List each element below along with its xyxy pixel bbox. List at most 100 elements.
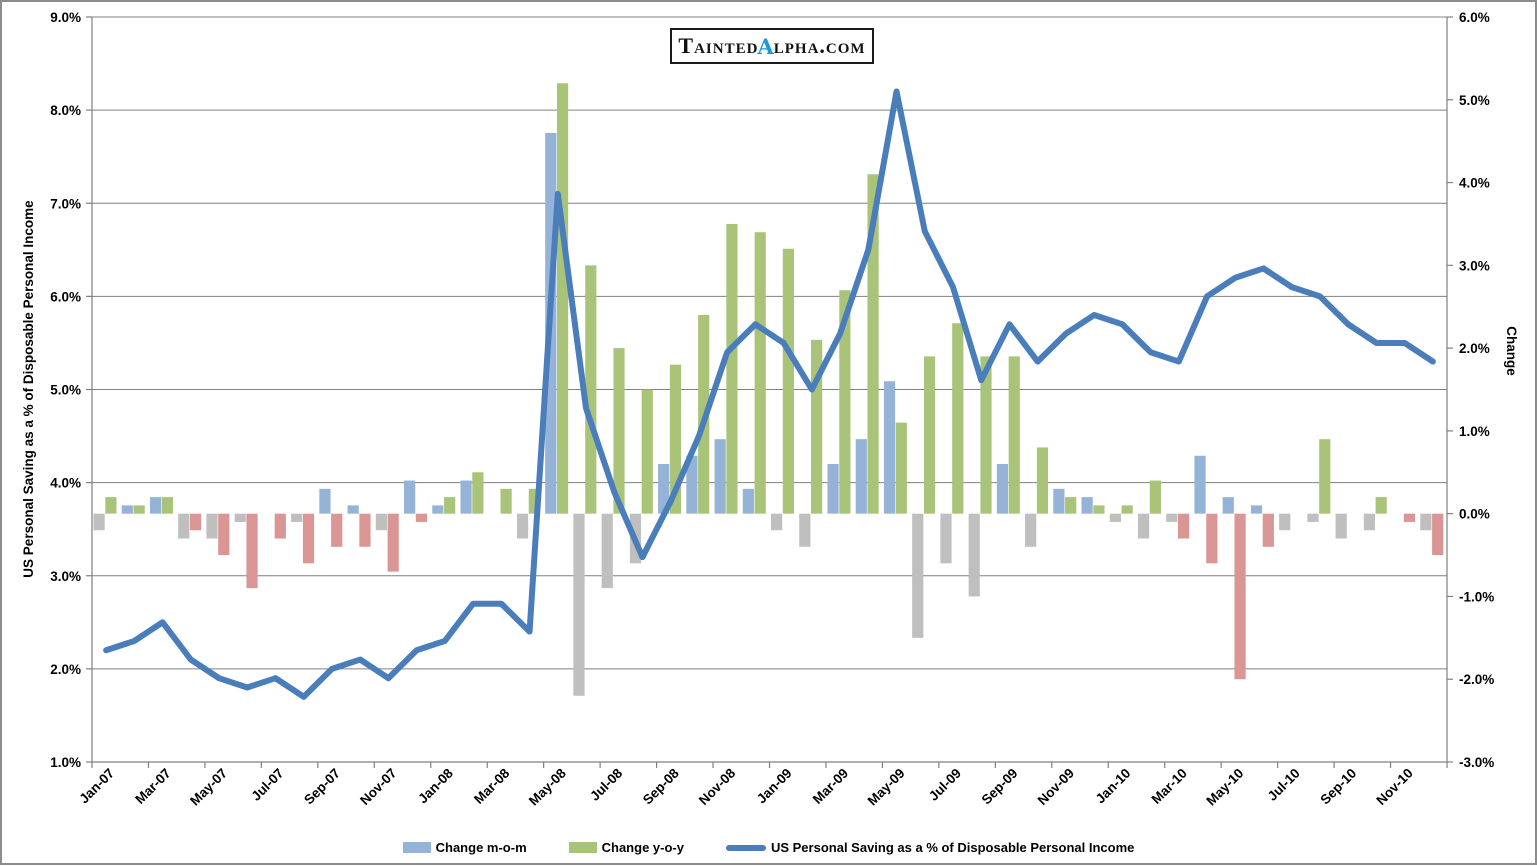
bar-mom-Aug-10[interactable] bbox=[1307, 513, 1319, 522]
bar-yoy-Feb-09[interactable] bbox=[811, 339, 823, 514]
bar-mom-Jun-10[interactable] bbox=[1250, 505, 1263, 514]
bar-yoy-Nov-10[interactable] bbox=[1403, 513, 1416, 522]
bar-yoy-Dec-07[interactable] bbox=[415, 513, 428, 522]
bar-yoy-Jun-10[interactable] bbox=[1262, 513, 1274, 547]
bar-yoy-Feb-08[interactable] bbox=[472, 472, 484, 514]
bar-mom-Jun-07[interactable] bbox=[234, 513, 246, 522]
bar-mom-Jun-08[interactable] bbox=[573, 513, 585, 696]
bar-yoy-Sep-08[interactable] bbox=[669, 364, 682, 514]
left-axis-tick-label: 9.0% bbox=[50, 10, 81, 25]
bar-yoy-Mar-08[interactable] bbox=[500, 488, 512, 514]
bar-yoy-Apr-10[interactable] bbox=[1206, 513, 1218, 564]
legend-item-saving-line[interactable]: US Personal Saving as a % of Disposable … bbox=[725, 840, 1135, 855]
bar-mom-Oct-08[interactable] bbox=[686, 455, 698, 514]
logo-alpha-glyph: α bbox=[757, 27, 775, 62]
bar-yoy-Jul-08[interactable] bbox=[613, 348, 625, 514]
bar-mom-Mar-07[interactable] bbox=[149, 497, 162, 514]
x-axis-label: May-09 bbox=[865, 766, 908, 809]
bar-mom-Aug-07[interactable] bbox=[291, 513, 303, 522]
bar-mom-Mar-10[interactable] bbox=[1166, 513, 1178, 522]
bar-mom-Dec-07[interactable] bbox=[404, 480, 416, 514]
bar-mom-Oct-09[interactable] bbox=[1025, 513, 1037, 547]
bar-mom-May-10[interactable] bbox=[1222, 497, 1234, 514]
bar-yoy-Nov-09[interactable] bbox=[1065, 497, 1077, 514]
bar-yoy-Mar-09[interactable] bbox=[839, 290, 851, 514]
bar-mom-May-09[interactable] bbox=[883, 381, 896, 514]
bar-mom-Feb-10[interactable] bbox=[1137, 513, 1150, 539]
bar-yoy-Sep-07[interactable] bbox=[331, 513, 343, 547]
bar-yoy-Jul-07[interactable] bbox=[274, 513, 286, 539]
bar-mom-Sep-07[interactable] bbox=[319, 488, 331, 514]
taintedalpha-logo[interactable]: Tainted α lpha.com bbox=[670, 28, 874, 64]
bar-yoy-Jun-07[interactable] bbox=[246, 513, 258, 589]
x-axis-label: Mar-07 bbox=[132, 766, 173, 807]
bar-mom-Jan-08[interactable] bbox=[432, 505, 444, 514]
bar-mom-Jan-09[interactable] bbox=[771, 513, 783, 531]
bar-yoy-Jul-09[interactable] bbox=[952, 323, 964, 514]
bar-yoy-Sep-09[interactable] bbox=[1008, 356, 1020, 514]
bar-mom-Jan-07[interactable] bbox=[93, 513, 105, 531]
bar-yoy-May-09[interactable] bbox=[895, 422, 907, 514]
bar-mom-Jul-10[interactable] bbox=[1279, 513, 1291, 531]
bar-mom-Sep-08[interactable] bbox=[658, 464, 670, 514]
bar-mom-May-07[interactable] bbox=[206, 513, 218, 539]
bar-yoy-Dec-09[interactable] bbox=[1093, 505, 1105, 514]
bar-mom-Apr-09[interactable] bbox=[855, 439, 867, 514]
bar-yoy-Feb-07[interactable] bbox=[133, 505, 145, 514]
bar-mom-Feb-07[interactable] bbox=[121, 505, 133, 514]
bar-mom-Oct-10[interactable] bbox=[1363, 513, 1376, 531]
bar-yoy-May-10[interactable] bbox=[1234, 513, 1246, 680]
bar-mom-Nov-07[interactable] bbox=[375, 513, 387, 531]
bar-yoy-May-07[interactable] bbox=[218, 513, 230, 556]
bar-yoy-Aug-07[interactable] bbox=[302, 513, 315, 564]
bar-yoy-Jan-07[interactable] bbox=[105, 497, 117, 514]
bar-yoy-Jun-09[interactable] bbox=[923, 356, 936, 514]
bar-yoy-May-08[interactable] bbox=[556, 83, 569, 514]
bar-yoy-Jan-08[interactable] bbox=[444, 497, 456, 514]
bar-yoy-Nov-07[interactable] bbox=[387, 513, 399, 572]
legend-label-yoy: Change y-o-y bbox=[601, 840, 684, 855]
bar-yoy-Aug-09[interactable] bbox=[980, 356, 992, 514]
bar-mom-Feb-09[interactable] bbox=[799, 513, 811, 547]
legend-item-change-mom[interactable]: Change m-o-m bbox=[402, 840, 527, 855]
bar-mom-Dec-08[interactable] bbox=[742, 488, 754, 514]
bar-yoy-Apr-07[interactable] bbox=[189, 513, 202, 531]
bar-mom-Sep-10[interactable] bbox=[1335, 513, 1347, 539]
bar-yoy-Oct-07[interactable] bbox=[359, 513, 371, 547]
bar-mom-Sep-09[interactable] bbox=[996, 464, 1009, 514]
bar-yoy-Dec-10[interactable] bbox=[1432, 513, 1444, 556]
bar-yoy-Apr-09[interactable] bbox=[867, 174, 879, 514]
bar-mom-Aug-09[interactable] bbox=[968, 513, 980, 597]
bar-mom-Mar-09[interactable] bbox=[827, 464, 839, 514]
bar-mom-Jul-09[interactable] bbox=[940, 513, 952, 564]
bar-yoy-Jun-08[interactable] bbox=[585, 265, 597, 514]
left-axis-tick-label: 6.0% bbox=[50, 289, 81, 304]
bar-mom-Apr-08[interactable] bbox=[516, 513, 529, 539]
bar-yoy-Aug-08[interactable] bbox=[641, 389, 653, 514]
bar-mom-Feb-08[interactable] bbox=[460, 480, 472, 514]
legend-item-change-yoy[interactable]: Change y-o-y bbox=[568, 840, 684, 855]
bar-mom-Jun-09[interactable] bbox=[912, 513, 924, 638]
bar-yoy-Mar-10[interactable] bbox=[1178, 513, 1190, 539]
bar-yoy-Jan-10[interactable] bbox=[1121, 505, 1133, 514]
bar-yoy-Aug-10[interactable] bbox=[1319, 439, 1331, 514]
bar-mom-Apr-07[interactable] bbox=[178, 513, 190, 539]
bar-mom-Nov-08[interactable] bbox=[714, 439, 726, 514]
bar-mom-Dec-09[interactable] bbox=[1081, 497, 1093, 514]
bar-yoy-Nov-08[interactable] bbox=[726, 223, 738, 514]
bar-yoy-Oct-09[interactable] bbox=[1036, 447, 1049, 514]
bar-mom-Dec-10[interactable] bbox=[1420, 513, 1432, 531]
bar-mom-Oct-07[interactable] bbox=[347, 505, 359, 514]
bar-mom-Jul-08[interactable] bbox=[601, 513, 613, 589]
bar-yoy-Dec-08[interactable] bbox=[754, 232, 766, 514]
left-axis-tick-label: 8.0% bbox=[50, 103, 81, 118]
bar-mom-Jan-10[interactable] bbox=[1109, 513, 1121, 522]
legend-label-saving-line: US Personal Saving as a % of Disposable … bbox=[770, 840, 1135, 855]
bar-mom-Apr-10[interactable] bbox=[1194, 455, 1206, 514]
bar-mom-Nov-09[interactable] bbox=[1053, 488, 1065, 514]
bar-yoy-Jan-09[interactable] bbox=[782, 248, 794, 514]
bar-yoy-Apr-08[interactable] bbox=[528, 488, 540, 514]
bar-yoy-Mar-07[interactable] bbox=[161, 497, 173, 514]
bar-yoy-Feb-10[interactable] bbox=[1149, 480, 1161, 514]
bar-yoy-Oct-10[interactable] bbox=[1375, 497, 1387, 514]
